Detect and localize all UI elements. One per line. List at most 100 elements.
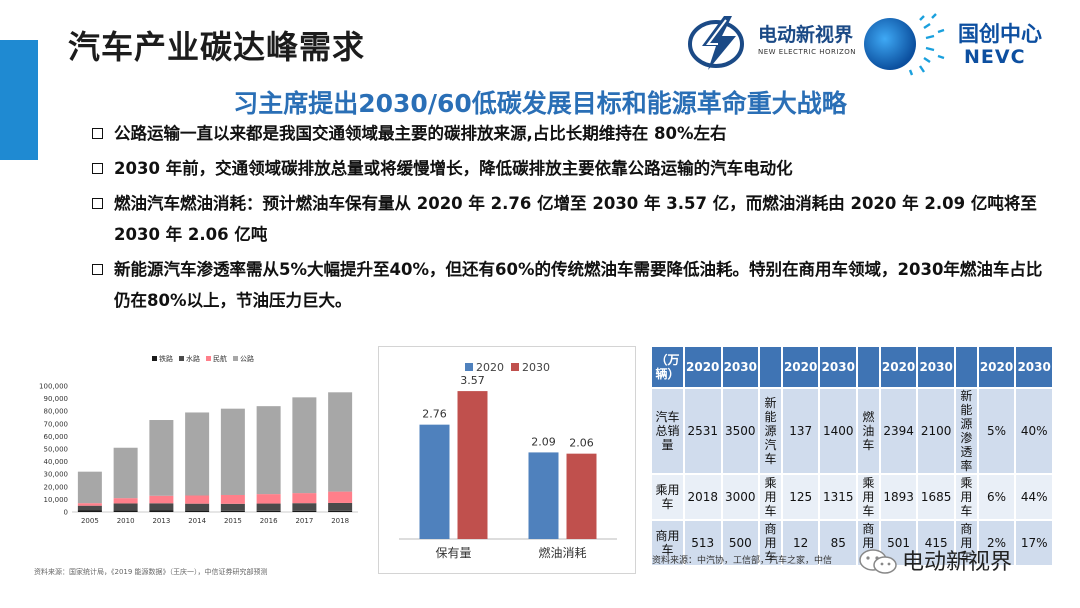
legend-label: 2030 — [522, 361, 550, 374]
table-header-cell: 2020 — [684, 347, 721, 387]
table-header-cell — [858, 347, 879, 387]
checkbox-bullet-icon — [92, 264, 103, 275]
bar-segment — [149, 420, 174, 496]
table-cell: 1400 — [820, 389, 857, 473]
table-cell: 乘用车 — [760, 475, 781, 519]
legend-label: 水路 — [186, 354, 200, 363]
bar-segment — [292, 493, 317, 504]
table-header-cell: （万辆） — [652, 347, 683, 387]
bar-segment — [220, 510, 245, 512]
data-table: （万辆） 2020 2030 2020 2030 2020 2030 2020 2030 汽车总销… — [650, 345, 1054, 567]
wechat-icon — [859, 549, 897, 574]
table-cell: 415 — [918, 521, 954, 565]
y-tick-label: 70,000 — [44, 420, 69, 428]
bar-segment — [149, 503, 174, 511]
nevc-logo-cn: 国创中心 — [958, 22, 1042, 46]
table-cell: 40% — [1016, 389, 1052, 473]
watermark-text: 电动新视界 — [902, 550, 1013, 575]
table-cell: 137 — [782, 389, 819, 473]
bar-segment — [113, 503, 138, 511]
table-cell: 2531 — [684, 389, 721, 473]
bullet-text: 2030 年前，交通领域碳排放总量或将缓慢增长，降低碳排放主要依靠公路运输的汽车… — [114, 159, 793, 178]
emissions-stacked-chart: 铁路 水路 民航 公路 0 10,000 20,000 30,000 40,000 50,000 6… — [28, 348, 368, 580]
vehicle-fuel-chart-svg: 2020 2030 2.76 3.57 保有量 2.09 2.06 燃油消耗 — [399, 361, 617, 560]
table-source: 资料来源：中汽协，工信部，汽车之家，中信 — [652, 556, 833, 566]
bar-segment — [77, 471, 102, 504]
table-cell: 商用车 — [652, 521, 683, 565]
y-tick-label: 40,000 — [44, 458, 69, 466]
bar-segment — [220, 503, 245, 511]
x-tick-label: 燃油消耗 — [538, 545, 586, 560]
bar-segment — [256, 510, 281, 512]
y-tick-label: 30,000 — [44, 471, 69, 479]
table-row: （万辆） 2020 2030 2020 2030 2020 2030 2020 2030 — [652, 347, 1052, 387]
bar-segment — [113, 498, 138, 504]
bar — [457, 391, 488, 539]
table-cell: 5% — [978, 389, 1015, 473]
table-cell: 3500 — [722, 389, 759, 473]
table-cell: 新能源汽车 — [760, 389, 781, 473]
legend-swatch — [206, 356, 211, 361]
table-cell: 1685 — [918, 475, 954, 519]
table-cell: 44% — [1016, 475, 1052, 519]
bar-segment — [77, 505, 102, 511]
vehicle-fuel-chart: 2020 2030 2.76 3.57 保有量 2.09 2.06 燃油消耗 — [378, 346, 636, 574]
bar-segment — [220, 494, 245, 504]
table-header-cell: 2020 — [978, 347, 1015, 387]
bar-segment — [328, 491, 353, 503]
x-tick-label: 2018 — [331, 517, 349, 525]
bullet-item: 2030 年前，交通领域碳排放总量或将缓慢增长，降低碳排放主要依靠公路运输的汽车… — [92, 153, 1052, 184]
legend-swatch — [152, 356, 157, 361]
y-tick-label: 60,000 — [44, 433, 69, 441]
vehicle-sales-table: （万辆） 2020 2030 2020 2030 2020 2030 2020 2030 汽车总销… — [650, 345, 1054, 565]
data-label: 2.09 — [531, 435, 556, 448]
table-cell: 12 — [782, 521, 819, 565]
legend-label: 民航 — [213, 354, 227, 363]
y-tick-label: 0 — [64, 509, 68, 517]
table-row: 商用车513500商用车1285商用车501415商用车2%17% — [652, 521, 1052, 565]
chart1-source: 资料来源：国家统计局，《2019 能源数据》（王庆一），中信证券研究部预测 — [34, 568, 268, 576]
checkbox-bullet-icon — [92, 163, 103, 174]
table-cell: 乘用车 — [652, 475, 683, 519]
bar — [528, 452, 559, 539]
table-header-cell: 2020 — [880, 347, 917, 387]
bar-segment — [113, 510, 138, 512]
bar-segment — [185, 495, 210, 504]
lightning-logo-icon — [688, 16, 744, 70]
x-tick-label: 2013 — [152, 517, 170, 525]
x-tick-label: 2014 — [188, 517, 206, 525]
bar-segment — [256, 406, 281, 495]
table-cell: 125 — [782, 475, 819, 519]
table-cell: 85 — [820, 521, 857, 565]
x-tick-label: 2015 — [224, 517, 242, 525]
bullet-item: 新能源汽车渗透率需从5%大幅提升至40%，但还有60%的传统燃油车需要降低油耗。… — [92, 254, 1052, 316]
y-tick-label: 80,000 — [44, 408, 69, 416]
partner-logo-en: NEW ELECTRIC HORIZON — [758, 48, 856, 56]
table-cell: 1893 — [880, 475, 917, 519]
table-cell: 燃油车 — [858, 389, 879, 473]
table-cell: 乘用车 — [858, 475, 879, 519]
table-cell: 2018 — [684, 475, 721, 519]
legend-label: 铁路 — [159, 354, 173, 363]
bullet-text: 公路运输一直以来都是我国交通领域最主要的碳排放来源,占比长期维持在 80%左右 — [114, 124, 727, 143]
table-header-cell: 2030 — [820, 347, 857, 387]
x-tick-label: 2005 — [81, 517, 99, 525]
bar-segment — [328, 510, 353, 512]
data-label: 2.06 — [569, 437, 594, 450]
bar — [566, 453, 597, 539]
bullet-text: 新能源汽车渗透率需从5%大幅提升至40%，但还有60%的传统燃油车需要降低油耗。… — [114, 260, 1043, 310]
data-label: 3.57 — [460, 374, 485, 387]
bar-segment — [328, 502, 353, 511]
bar-segment — [220, 408, 245, 495]
bullet-item: 燃油汽车燃油消耗：预计燃油车保有量从 2020 年 2.76 亿增至 2030 … — [92, 188, 1052, 250]
table-header-cell: 2030 — [722, 347, 759, 387]
table-header-cell: 2030 — [1016, 347, 1052, 387]
nevc-logo: 国创中心 NEVC — [858, 10, 1068, 76]
table-cell: 2394 — [880, 389, 917, 473]
table-cell: 2% — [978, 521, 1015, 565]
bar-segment — [77, 503, 102, 506]
table-cell: 2100 — [918, 389, 954, 473]
x-tick-label: 2016 — [260, 517, 278, 525]
bullet-item: 公路运输一直以来都是我国交通领域最主要的碳排放来源,占比长期维持在 80%左右 — [92, 118, 1052, 149]
checkbox-bullet-icon — [92, 198, 103, 209]
